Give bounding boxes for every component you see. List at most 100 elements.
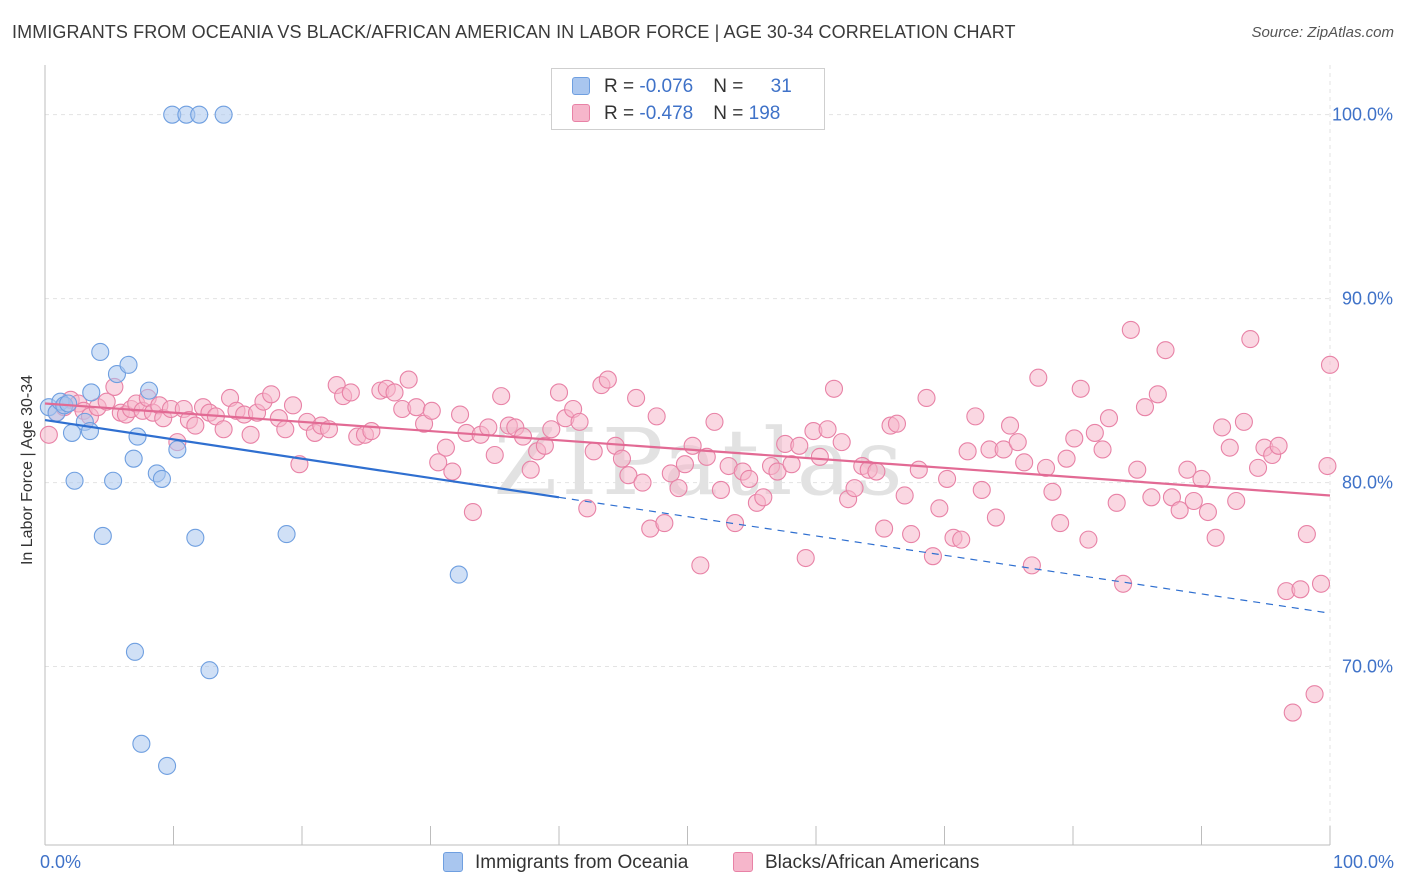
point-blacks — [994, 440, 1013, 459]
point-oceania — [125, 642, 144, 661]
point-blacks — [97, 392, 116, 411]
point-blacks — [492, 387, 511, 406]
point-blacks — [578, 499, 597, 518]
trend-line-blacks — [44, 402, 1331, 497]
point-blacks — [875, 519, 894, 538]
point-blacks — [810, 447, 829, 466]
point-blacks — [1036, 458, 1056, 477]
point-oceania — [124, 449, 143, 468]
point-oceania — [128, 427, 147, 446]
point-blacks — [1022, 556, 1041, 575]
point-blacks — [362, 422, 381, 441]
point-oceania — [82, 383, 101, 402]
point-blacks — [1184, 491, 1203, 511]
point-blacks — [1248, 458, 1268, 477]
series-blacks-points — [39, 320, 1340, 722]
point-blacks — [972, 480, 991, 500]
n-label: N = — [713, 76, 749, 97]
point-blacks — [986, 508, 1005, 527]
point-blacks — [1085, 423, 1104, 442]
point-blacks — [1121, 320, 1140, 339]
point-blacks — [1148, 385, 1167, 404]
point-blacks — [451, 405, 470, 424]
point-blacks — [1291, 580, 1310, 599]
point-blacks — [633, 473, 652, 492]
y-tick-label-90: 90.0% — [1342, 289, 1393, 309]
point-oceania — [186, 528, 205, 547]
point-oceania — [59, 394, 78, 413]
point-blacks — [845, 479, 864, 498]
point-blacks — [1114, 574, 1133, 593]
point-blacks — [627, 388, 646, 408]
point-blacks — [385, 383, 404, 402]
trend-lines — [44, 402, 1331, 614]
point-oceania — [104, 471, 123, 490]
point-blacks — [909, 460, 928, 479]
point-blacks — [697, 447, 716, 466]
point-oceania — [200, 661, 219, 680]
y-tick-label-80: 80.0% — [1342, 473, 1393, 493]
point-blacks — [1079, 530, 1098, 549]
point-blacks — [1000, 416, 1020, 435]
point-blacks — [276, 420, 295, 439]
point-blacks — [832, 433, 851, 452]
point-blacks — [1283, 703, 1302, 722]
swatch-blacks — [572, 104, 590, 122]
point-blacks — [241, 425, 260, 444]
point-blacks — [262, 385, 281, 404]
point-blacks — [895, 486, 914, 505]
point-blacks — [549, 383, 569, 402]
point-blacks — [542, 420, 561, 439]
point-blacks — [612, 449, 632, 468]
point-blacks — [1192, 469, 1211, 488]
point-blacks — [407, 398, 426, 417]
y-axis-label: In Labor Force | Age 30-34 — [19, 374, 36, 566]
point-blacks — [675, 455, 694, 474]
point-oceania — [119, 355, 138, 374]
point-oceania — [140, 381, 159, 400]
point-blacks — [1170, 501, 1189, 520]
n-value-blacks: 198 — [748, 103, 781, 124]
point-oceania — [158, 756, 177, 775]
r-value-oceania: -0.076 — [639, 76, 694, 97]
point-blacks — [902, 525, 921, 544]
point-blacks — [1178, 460, 1197, 479]
point-blacks — [1297, 525, 1316, 544]
x-tick-label-max: 100.0% — [1332, 852, 1394, 872]
chart-title: IMMIGRANTS FROM OCEANIA VS BLACK/AFRICAN… — [12, 22, 1016, 42]
point-oceania — [93, 526, 112, 545]
point-blacks — [1241, 330, 1260, 349]
point-blacks — [283, 396, 303, 415]
point-blacks — [796, 548, 815, 568]
point-blacks — [711, 480, 730, 500]
point-blacks — [341, 383, 360, 402]
point-blacks — [570, 412, 589, 431]
axes — [44, 65, 1331, 846]
point-blacks — [463, 502, 482, 522]
point-blacks — [619, 466, 638, 485]
point-blacks — [1234, 412, 1253, 431]
point-blacks — [584, 442, 603, 461]
point-blacks — [887, 414, 907, 433]
point-oceania — [91, 342, 110, 362]
point-blacks — [790, 436, 809, 455]
r-value-blacks: -0.478 — [639, 103, 694, 124]
point-blacks — [1008, 433, 1027, 452]
point-blacks — [683, 436, 702, 455]
point-blacks — [655, 514, 674, 533]
point-blacks — [1213, 418, 1232, 437]
point-blacks — [1071, 379, 1090, 398]
r-label: R = — [604, 103, 640, 124]
point-blacks — [1128, 460, 1147, 479]
point-oceania — [449, 565, 468, 584]
point-blacks — [1142, 488, 1161, 507]
point-blacks — [1156, 341, 1175, 360]
point-blacks — [1135, 398, 1155, 417]
series-legend: Immigrants from Oceania Blacks/African A… — [0, 850, 1406, 880]
point-blacks — [705, 412, 724, 431]
point-blacks — [958, 442, 977, 461]
point-blacks — [754, 488, 773, 507]
point-blacks — [917, 388, 936, 408]
stats-row-oceania: R = -0.076 N = 31 — [572, 76, 792, 98]
point-blacks — [39, 425, 58, 444]
